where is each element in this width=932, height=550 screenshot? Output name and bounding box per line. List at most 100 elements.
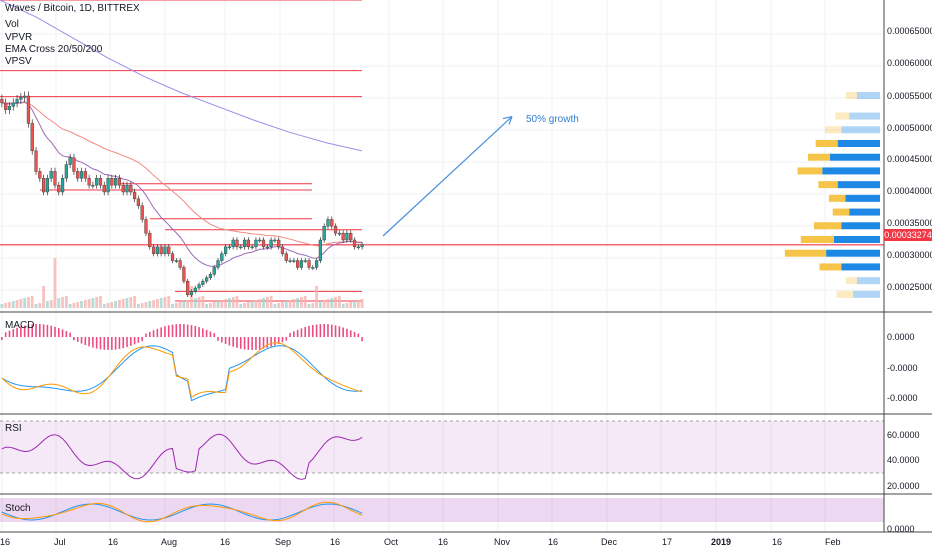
- vpvr-up-bar: [826, 249, 880, 257]
- vpvr-up-bar: [841, 126, 880, 134]
- macd-histogram-bar: [35, 324, 37, 337]
- vpvr-up-bar: [822, 167, 880, 175]
- macd-histogram-bar: [160, 327, 162, 337]
- macd-histogram-bar: [167, 325, 170, 337]
- macd-histogram-bar: [258, 337, 261, 350]
- macd-histogram-bar: [42, 324, 45, 337]
- macd-histogram-bar: [118, 337, 121, 349]
- volume-bar: [110, 302, 114, 308]
- ema-200-line: [0, 0, 363, 152]
- candle: [30, 123, 34, 152]
- candle: [91, 184, 95, 187]
- vpvr-up-bar: [856, 277, 880, 285]
- volume-bar: [125, 298, 129, 308]
- rsi-tick: 60.0000: [887, 430, 920, 440]
- stoch-tick: 0.0000: [887, 524, 915, 534]
- price-tick: 0.00040000: [887, 186, 932, 196]
- candle: [64, 164, 68, 179]
- candle: [159, 246, 163, 254]
- candle: [258, 239, 262, 242]
- rsi-tick: 40.0000: [887, 455, 920, 465]
- volume-bar: [182, 301, 186, 308]
- price-tick: 0.00060000: [887, 58, 932, 68]
- candle: [53, 171, 57, 186]
- candle: [151, 246, 156, 254]
- vpvr-up-bar: [833, 236, 880, 243]
- date-tick: Sep: [275, 537, 292, 547]
- macd-tick: -0.0000: [887, 363, 918, 373]
- volume-bar: [326, 299, 330, 308]
- candle: [242, 239, 247, 248]
- volume-bar: [205, 304, 209, 308]
- date-tick: Dec: [601, 537, 618, 547]
- macd-histogram-bar: [20, 326, 22, 337]
- volume-bar: [292, 299, 296, 308]
- candle: [117, 178, 122, 186]
- vpvr-down-bar: [784, 249, 827, 257]
- volume-bar: [144, 302, 148, 308]
- macd-histogram-bar: [148, 331, 151, 337]
- vpvr-down-bar: [819, 263, 842, 271]
- candle: [265, 246, 269, 249]
- indicator-vpvr[interactable]: VPVR: [5, 32, 33, 43]
- volume-bar: [155, 299, 159, 308]
- growth-annotation[interactable]: 50% growth: [526, 114, 579, 125]
- volume-bar: [334, 297, 337, 308]
- candle: [277, 239, 281, 248]
- rsi-label[interactable]: RSI: [5, 423, 22, 434]
- indicator-vpsv[interactable]: VPSV: [5, 56, 32, 67]
- macd-histogram-bar: [69, 332, 71, 337]
- stoch-label[interactable]: Stoch: [5, 503, 31, 514]
- indicator-ema-cross[interactable]: EMA Cross 20/50/200: [5, 44, 103, 55]
- macd-histogram-bar: [243, 337, 246, 350]
- volume-bar: [148, 301, 152, 308]
- volume-bar: [296, 298, 300, 308]
- candle: [23, 95, 27, 98]
- macd-histogram-bar: [361, 337, 363, 342]
- date-tick: 16: [772, 537, 783, 547]
- macd-histogram-bar: [228, 337, 231, 346]
- macd-histogram-bar: [171, 324, 174, 337]
- volume-bar: [349, 302, 353, 308]
- macd-histogram-bar: [274, 337, 276, 346]
- candle: [239, 246, 243, 249]
- macd-histogram-bar: [239, 337, 242, 349]
- date-tick: 16: [438, 537, 449, 547]
- rsi-line: [1, 433, 363, 480]
- macd-label[interactable]: MACD: [5, 320, 35, 331]
- vpvr-down-bar: [845, 277, 857, 285]
- macd-histogram-bar: [349, 330, 352, 337]
- macd-histogram-bar: [300, 328, 303, 337]
- volume-bar: [277, 303, 281, 308]
- candle: [186, 280, 190, 296]
- macd-histogram-bar: [137, 337, 140, 343]
- volume-bar: [212, 302, 216, 308]
- macd-histogram-bar: [209, 331, 212, 337]
- candle: [261, 239, 266, 248]
- price-tick: 0.00045000: [887, 154, 932, 164]
- date-tick: 16: [220, 537, 231, 547]
- macd-histogram-bar: [198, 327, 200, 337]
- volume-bar: [220, 300, 224, 308]
- candle: [349, 232, 353, 241]
- indicator-vol[interactable]: Vol: [5, 19, 19, 30]
- candle: [269, 239, 273, 248]
- date-tick: 16: [330, 537, 341, 547]
- vpvr-up-bar: [845, 194, 880, 202]
- macd-histogram-bar: [141, 337, 143, 342]
- macd-histogram-bar: [50, 325, 52, 337]
- macd-histogram-bar: [330, 324, 333, 337]
- volume-bar: [91, 298, 95, 308]
- volume-bar: [216, 301, 220, 308]
- macd-histogram-bar: [57, 328, 60, 337]
- volume-bar: [114, 301, 118, 308]
- candle: [76, 171, 80, 179]
- macd-histogram-bar: [111, 337, 113, 350]
- candle: [42, 178, 46, 193]
- date-tick: 16: [108, 537, 119, 547]
- candle: [68, 157, 72, 165]
- vpvr-down-bar: [815, 140, 838, 147]
- volume-bar: [95, 297, 99, 308]
- macd-histogram-bar: [95, 337, 98, 349]
